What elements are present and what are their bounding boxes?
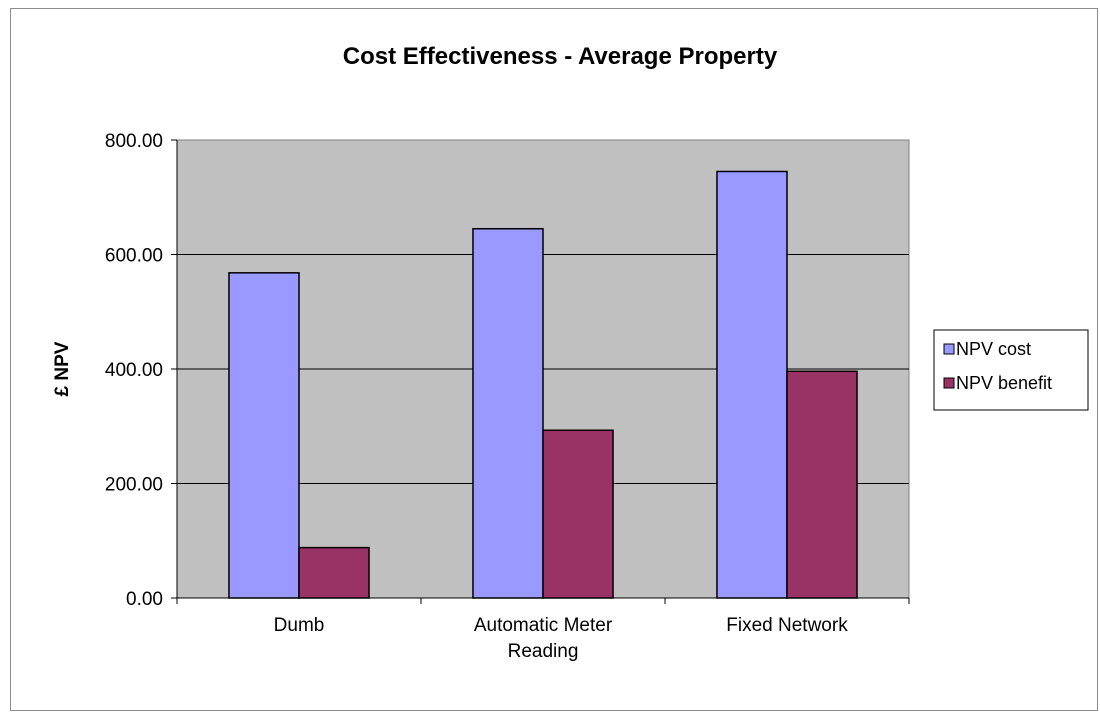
legend-swatch: [943, 343, 955, 355]
bar: [472, 227, 544, 599]
x-tick-label: Fixed Network: [726, 615, 848, 636]
y-tick-label: 600.00: [105, 246, 163, 267]
x-tick-label: Dumb: [274, 615, 325, 636]
bar: [716, 170, 788, 599]
y-tick-label: 800.00: [105, 131, 163, 152]
legend-box: [933, 329, 1089, 411]
x-tick-label: Automatic Meter: [474, 615, 613, 636]
bar: [298, 546, 370, 599]
x-tick-label: Reading: [508, 641, 579, 662]
y-tick-label: 200.00: [105, 475, 163, 496]
legend-swatch: [943, 377, 955, 389]
y-axis-label: £ NPV: [52, 341, 73, 396]
chart-title: Cost Effectiveness - Average Property: [343, 43, 778, 70]
bar: [786, 370, 858, 599]
bar: [228, 272, 300, 599]
legend-label: NPV benefit: [956, 373, 1052, 393]
legend-label: NPV cost: [956, 339, 1031, 359]
y-tick-label: 400.00: [105, 360, 163, 381]
y-tick-label: 0.00: [126, 589, 163, 610]
bar: [542, 429, 614, 599]
